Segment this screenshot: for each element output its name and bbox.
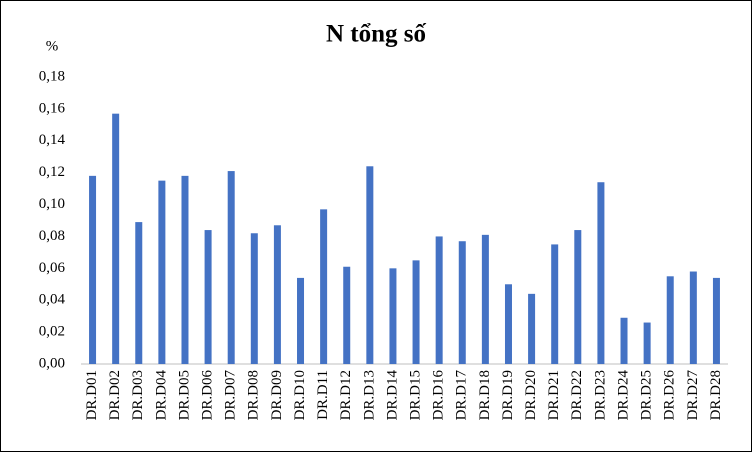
bar (297, 277, 305, 364)
bar (574, 230, 582, 364)
bar (666, 276, 674, 364)
y-tick-label: 0,16 (39, 100, 66, 116)
bar (158, 180, 166, 364)
bar (204, 230, 212, 364)
x-tick-label: DR.D05 (176, 370, 192, 420)
bar (643, 322, 651, 364)
x-tick-label: DR.D10 (292, 370, 308, 420)
x-tick-label: DR.D08 (246, 370, 262, 420)
bar (389, 268, 397, 364)
x-tick-label: DR.D18 (477, 370, 493, 420)
bar (181, 175, 189, 364)
x-tick-label: DR.D14 (384, 370, 400, 421)
x-tick-label: DR.D06 (200, 370, 216, 421)
y-axis-label: % (46, 38, 59, 54)
y-tick-label: 0,02 (39, 324, 65, 340)
bar (435, 236, 443, 364)
bar (89, 175, 97, 364)
chart-title: N tổng số (326, 21, 427, 48)
y-tick-label: 0,00 (39, 355, 65, 371)
x-tick-label: DR.D02 (107, 370, 123, 420)
x-tick-label: DR.D11 (315, 370, 331, 420)
x-tick-label: DR.D13 (361, 370, 377, 420)
x-tick-label: DR.D27 (685, 370, 701, 421)
x-tick-label: DR.D22 (569, 370, 585, 420)
x-tick-label: DR.D12 (338, 370, 354, 420)
bar (320, 209, 328, 364)
x-tick-label: DR.D16 (431, 370, 447, 421)
bar (112, 113, 120, 364)
y-tick-label: 0,14 (39, 132, 66, 148)
x-tick-label: DR.D04 (153, 370, 169, 421)
bar (227, 171, 235, 364)
x-tick-label: DR.D24 (615, 370, 631, 421)
bar (504, 284, 512, 364)
bar (620, 317, 628, 364)
x-tick-label: DR.D07 (223, 370, 239, 421)
bar (481, 234, 489, 364)
bar (366, 166, 374, 364)
y-tick-label: 0,10 (39, 196, 65, 212)
bar (528, 293, 536, 364)
bar (551, 244, 559, 364)
x-tick-label: DR.D19 (500, 370, 516, 420)
x-tick-label: DR.D25 (639, 370, 655, 420)
x-tick-label: DR.D17 (454, 370, 470, 421)
bar (343, 266, 351, 364)
bar (250, 233, 258, 364)
x-tick-label: DR.D20 (523, 370, 539, 420)
x-tick-label: DR.D15 (407, 370, 423, 420)
bar (597, 182, 605, 364)
x-tick-label: DR.D03 (130, 370, 146, 420)
y-tick-label: 0,12 (39, 164, 65, 180)
y-tick-label: 0,06 (39, 260, 66, 276)
y-tick-label: 0,18 (39, 68, 65, 84)
bar (458, 241, 466, 364)
x-tick-label: DR.D28 (708, 370, 724, 420)
bar (135, 222, 143, 364)
y-tick-label: 0,08 (39, 228, 65, 244)
x-tick-label: DR.D23 (592, 370, 608, 420)
bar (712, 277, 720, 364)
y-tick-label: 0,04 (39, 292, 66, 308)
x-tick-label: DR.D01 (84, 370, 100, 420)
bar (689, 271, 697, 364)
x-tick-label: DR.D09 (269, 370, 285, 420)
x-tick-label: DR.D26 (662, 370, 678, 421)
bar (412, 260, 420, 364)
bar (273, 225, 281, 364)
x-tick-label: DR.D21 (546, 370, 562, 420)
